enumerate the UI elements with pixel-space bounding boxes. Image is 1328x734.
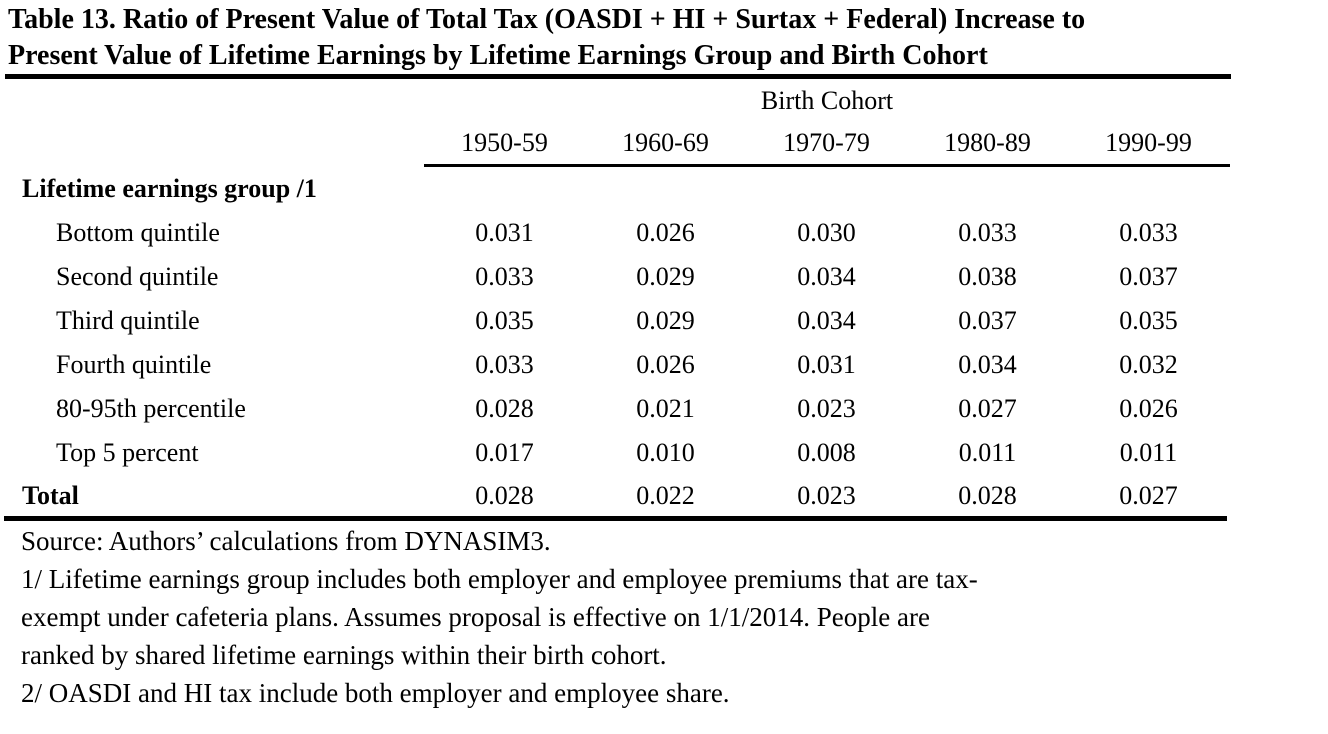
footnote-1: 1/ Lifetime earnings group includes both… xyxy=(21,564,978,670)
table-row: 80-95th percentile 0.028 0.021 0.023 0.0… xyxy=(0,387,1232,431)
cell-value: 0.026 xyxy=(636,218,695,247)
column-header-1990-99: 1990-99 xyxy=(1105,128,1192,157)
cell-value: 0.026 xyxy=(636,350,695,379)
cell-value: 0.027 xyxy=(958,394,1017,423)
section-label: Lifetime earnings group /1 xyxy=(22,174,317,203)
cell-value: 0.011 xyxy=(958,438,1017,467)
birth-cohort-header: Birth Cohort xyxy=(760,86,894,115)
row-label: Third quintile xyxy=(56,306,200,335)
cell-value: 0.010 xyxy=(636,438,695,467)
cell-value: 0.029 xyxy=(636,306,695,335)
cell-value: 0.033 xyxy=(958,218,1017,247)
section-header-row: Lifetime earnings group /1 xyxy=(0,167,1232,211)
table-bottom-divider xyxy=(4,516,1227,521)
cell-value: 0.033 xyxy=(1119,218,1178,247)
cell-value: 0.017 xyxy=(475,438,534,467)
cell-value: 0.023 xyxy=(797,394,856,423)
title-divider xyxy=(5,74,1231,79)
row-label: 80-95th percentile xyxy=(56,394,246,423)
row-label: Fourth quintile xyxy=(56,350,212,379)
column-header-1950-59: 1950-59 xyxy=(461,128,548,157)
table-header-group-row: Birth Cohort xyxy=(0,80,1232,122)
cell-value: 0.028 xyxy=(958,480,1017,510)
cell-value: 0.030 xyxy=(797,218,856,247)
column-header-1970-79: 1970-79 xyxy=(783,128,870,157)
cell-value: 0.026 xyxy=(1119,394,1178,423)
table-row: Second quintile 0.033 0.029 0.034 0.038 … xyxy=(0,255,1232,299)
column-header-1980-89: 1980-89 xyxy=(944,128,1031,157)
cell-value: 0.038 xyxy=(958,262,1017,291)
cell-value: 0.031 xyxy=(797,350,856,379)
table-title: Table 13. Ratio of Present Value of Tota… xyxy=(8,4,1086,71)
source-note: Source: Authors’ calculations from DYNAS… xyxy=(21,526,551,556)
total-label: Total xyxy=(22,480,79,510)
table-row: Bottom quintile 0.031 0.026 0.030 0.033 … xyxy=(0,211,1232,255)
cell-value: 0.035 xyxy=(1119,306,1178,335)
cell-value: 0.034 xyxy=(797,306,856,335)
cell-value: 0.033 xyxy=(475,350,534,379)
cell-value: 0.023 xyxy=(797,480,856,510)
cell-value: 0.031 xyxy=(475,218,534,247)
column-header-1960-69: 1960-69 xyxy=(622,128,709,157)
table-row: Top 5 percent 0.017 0.010 0.008 0.011 0.… xyxy=(0,431,1232,475)
cell-value: 0.021 xyxy=(636,394,695,423)
total-row: Total 0.028 0.022 0.023 0.028 0.027 xyxy=(0,475,1232,516)
cell-value: 0.033 xyxy=(475,262,534,291)
cell-value: 0.027 xyxy=(1119,480,1178,510)
cell-value: 0.034 xyxy=(958,350,1017,379)
cell-value: 0.034 xyxy=(797,262,856,291)
cell-value: 0.008 xyxy=(797,438,856,467)
table-row: Fourth quintile 0.033 0.026 0.031 0.034 … xyxy=(0,343,1232,387)
row-label: Bottom quintile xyxy=(56,218,220,247)
cell-value: 0.028 xyxy=(475,394,534,423)
cell-value: 0.037 xyxy=(1119,262,1178,291)
table-header-row: 1950-59 1960-69 1970-79 1980-89 1990-99 xyxy=(0,122,1232,164)
table-notes: Source: Authors’ calculations from DYNAS… xyxy=(21,522,1311,712)
cell-value: 0.022 xyxy=(636,480,695,510)
cell-value: 0.037 xyxy=(958,306,1017,335)
cell-value: 0.028 xyxy=(475,480,534,510)
cell-value: 0.032 xyxy=(1119,350,1178,379)
table-row: Third quintile 0.035 0.029 0.034 0.037 0… xyxy=(0,299,1232,343)
cell-value: 0.029 xyxy=(636,262,695,291)
header-divider xyxy=(424,164,1230,167)
row-label: Second quintile xyxy=(56,262,219,291)
data-table: Birth Cohort 1950-59 1960-69 1970-79 198… xyxy=(0,80,1232,516)
footnote-2: 2/ OASDI and HI tax include both employe… xyxy=(21,678,730,708)
cell-value: 0.011 xyxy=(1119,438,1178,467)
cell-value: 0.035 xyxy=(475,306,534,335)
row-label: Top 5 percent xyxy=(56,438,199,467)
